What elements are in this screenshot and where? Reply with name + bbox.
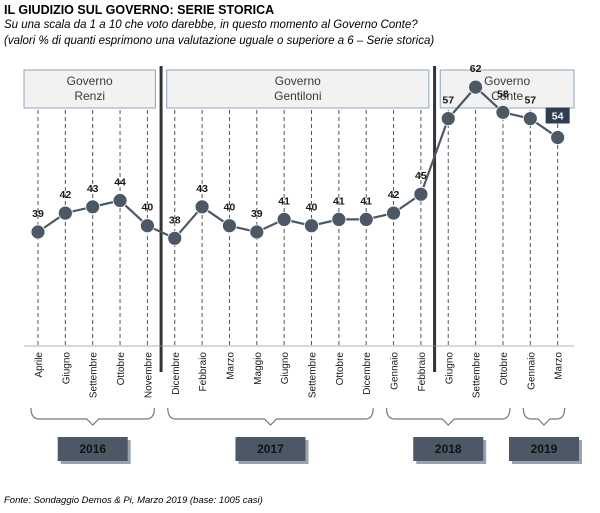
x-tick-label: Dicembre xyxy=(362,352,373,395)
x-tick-label: Marzo xyxy=(554,352,565,380)
x-tick-label: Febbraio xyxy=(417,352,428,392)
highlight-label-box xyxy=(545,107,570,124)
year-badge xyxy=(508,437,579,461)
data-label: 39 xyxy=(32,208,44,220)
x-tick-label: Settembre xyxy=(89,352,100,399)
data-point xyxy=(276,211,292,227)
data-point xyxy=(222,218,237,234)
data-label: 54 xyxy=(552,111,564,123)
chart-title: IL GIUDIZIO SUL GOVERNO: SERIE STORICA xyxy=(4,3,275,17)
year-badge xyxy=(57,437,128,461)
data-label: 41 xyxy=(333,195,345,207)
x-tick-label: Marzo xyxy=(225,352,236,380)
x-tick-label: Dicembre xyxy=(171,352,182,395)
data-label: 41 xyxy=(360,195,372,207)
x-tick-label: Novembre xyxy=(143,352,154,399)
year-label: 2016 xyxy=(79,442,106,456)
series-line xyxy=(37,85,559,240)
data-point xyxy=(249,224,265,240)
x-tick-label: Giugno xyxy=(61,352,72,385)
x-tick-label: Settembre xyxy=(308,352,319,399)
data-label: 62 xyxy=(470,63,482,75)
data-label: 57 xyxy=(524,95,536,107)
year-bracket xyxy=(522,407,566,426)
data-point xyxy=(358,211,374,227)
year-label: 2019 xyxy=(531,442,558,456)
data-point xyxy=(522,111,538,126)
data-label: 44 xyxy=(114,177,126,189)
year-bracket xyxy=(30,407,155,426)
government-box xyxy=(166,69,430,109)
chart-subtitle-note: (valori % di quanti esprimono una valuta… xyxy=(4,35,435,47)
x-tick-label: Ottobre xyxy=(335,352,346,386)
x-tick-label: Gennaio xyxy=(390,352,401,390)
year-label: 2017 xyxy=(257,442,284,456)
x-tick-label: Gennaio xyxy=(526,352,537,390)
year-badge xyxy=(413,437,484,461)
x-tick-label: Aprile xyxy=(34,352,45,378)
year-bracket xyxy=(167,407,374,426)
year-bracket xyxy=(385,407,511,426)
data-point xyxy=(304,218,319,234)
data-label: 40 xyxy=(224,202,236,214)
data-point xyxy=(468,79,484,95)
data-label: 41 xyxy=(278,195,290,207)
data-point xyxy=(331,211,347,227)
x-tick-label: Maggio xyxy=(253,352,264,385)
x-tick-label: Febbraio xyxy=(198,352,209,392)
data-label: 42 xyxy=(60,189,72,201)
government-label-line1: Governo xyxy=(484,74,530,88)
data-point xyxy=(167,230,183,246)
data-label: 43 xyxy=(87,183,99,195)
data-point xyxy=(57,205,73,221)
data-point xyxy=(386,205,401,221)
data-label: 42 xyxy=(388,189,400,201)
data-label: 58 xyxy=(497,88,509,100)
government-label-line1: Governo xyxy=(275,74,321,88)
data-label: 57 xyxy=(442,95,454,107)
x-tick-label: Ottobre xyxy=(116,352,127,386)
data-point xyxy=(440,111,456,126)
government-label-line1: Governo xyxy=(67,74,113,88)
government-label-line2: Conte xyxy=(491,89,523,103)
year-label: 2018 xyxy=(435,442,462,456)
government-label-line2: Gentiloni xyxy=(274,89,321,103)
government-box xyxy=(23,69,156,109)
x-tick-label: Giugno xyxy=(444,352,455,385)
government-label-line2: Renzi xyxy=(74,89,105,103)
data-label: 43 xyxy=(196,183,208,195)
chart-subtitle-question: Su una scala da 1 a 10 che voto darebbe,… xyxy=(4,19,418,31)
data-point xyxy=(85,199,101,215)
data-point xyxy=(139,218,155,234)
data-label: 40 xyxy=(306,202,318,214)
data-point xyxy=(112,193,128,208)
data-label: 40 xyxy=(142,202,154,214)
data-point xyxy=(194,199,210,215)
data-point xyxy=(30,224,46,240)
data-label: 45 xyxy=(415,170,427,182)
source-note: Fonte: Sondaggio Demos & Pi, Marzo 2019 … xyxy=(4,495,263,506)
data-point xyxy=(413,186,429,202)
data-label: 39 xyxy=(251,208,263,220)
data-point xyxy=(550,130,566,145)
year-badge xyxy=(235,437,306,461)
data-point xyxy=(495,104,511,120)
x-tick-label: Giugno xyxy=(280,352,291,385)
data-label: 38 xyxy=(169,214,181,226)
x-tick-label: Settembre xyxy=(472,352,483,399)
x-tick-label: Ottobre xyxy=(499,352,510,386)
